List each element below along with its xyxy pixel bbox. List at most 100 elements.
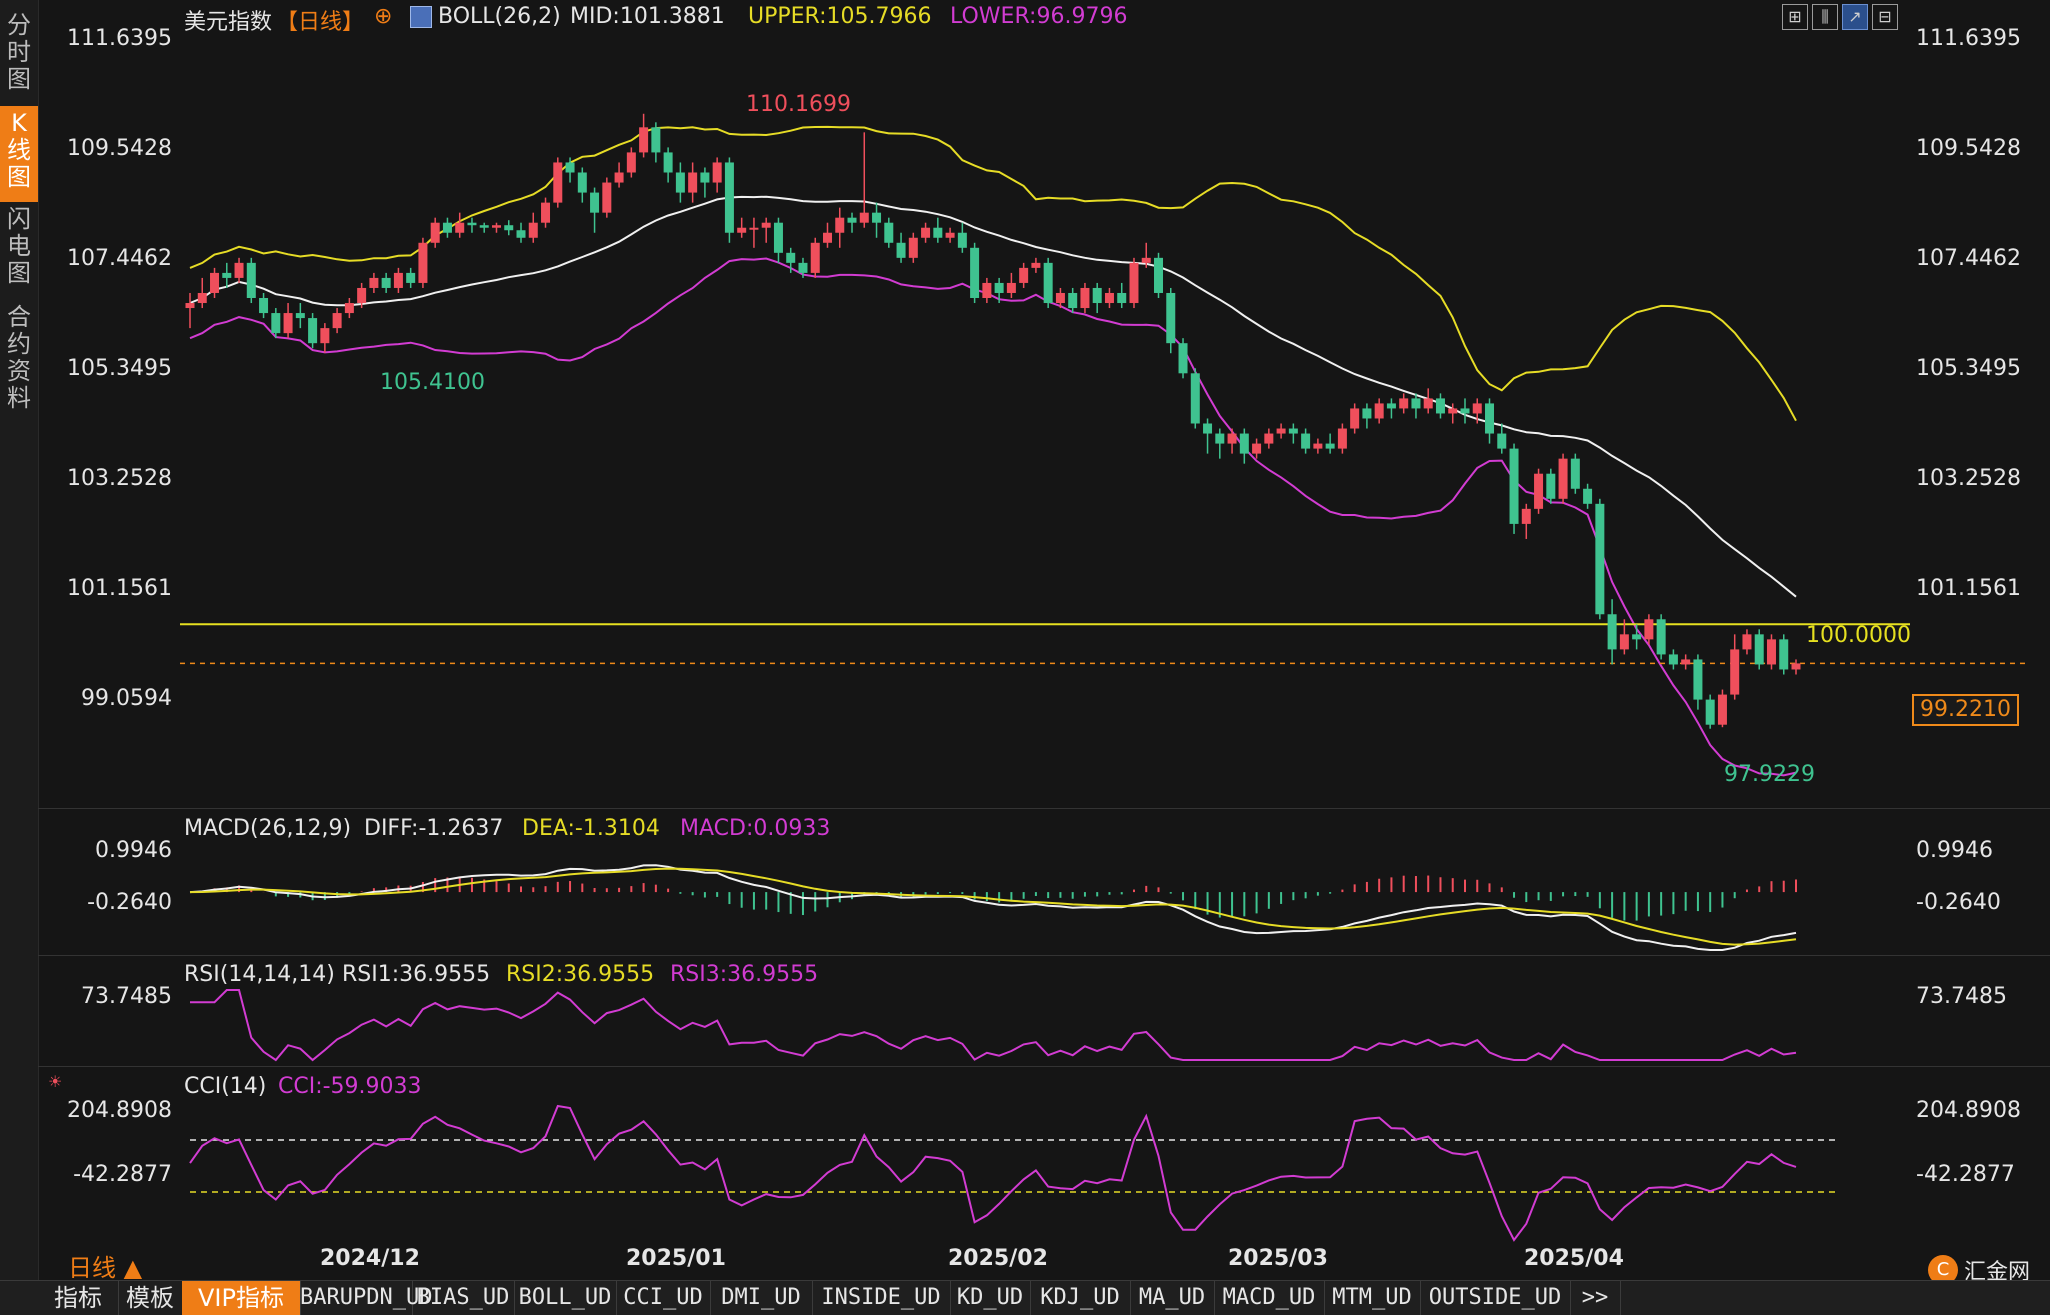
candle-body bbox=[467, 222, 477, 226]
candle-body bbox=[773, 222, 783, 253]
price-tick-right: 111.6395 bbox=[1916, 26, 2021, 51]
bottom-tab-ma-ud[interactable]: MA_UD bbox=[1130, 1281, 1215, 1315]
candle-body bbox=[1779, 639, 1789, 670]
price-tick-right: 107.4462 bbox=[1916, 246, 2021, 271]
candle-body bbox=[393, 272, 403, 288]
candle-body bbox=[1080, 287, 1090, 309]
sidebar-tab-2[interactable]: 闪电图 bbox=[0, 202, 38, 298]
candle-body bbox=[688, 172, 698, 193]
boll-chart-icon bbox=[410, 6, 432, 28]
bottom-tab-vip-[interactable]: VIP指标 bbox=[182, 1281, 301, 1315]
sidebar-tab-char: 资 bbox=[7, 357, 31, 385]
bottom-tab-macd-ud[interactable]: MACD_UD bbox=[1214, 1281, 1325, 1315]
candle-body bbox=[1055, 292, 1065, 304]
candle-body bbox=[1558, 458, 1568, 499]
candle-body bbox=[455, 222, 465, 233]
cci-tick-right: -42.2877 bbox=[1916, 1162, 2015, 1187]
candle-body bbox=[553, 162, 563, 203]
bottom-tab-outside-ud[interactable]: OUTSIDE_UD bbox=[1420, 1281, 1571, 1315]
bottom-tab--[interactable]: >> bbox=[1570, 1281, 1621, 1315]
candle-body bbox=[908, 237, 918, 258]
bottom-tab-kdj-ud[interactable]: KDJ_UD bbox=[1030, 1281, 1131, 1315]
candle-body bbox=[798, 262, 808, 273]
macd-label: MACD(26,12,9) bbox=[184, 816, 352, 841]
candle-body bbox=[295, 313, 305, 319]
candle-body bbox=[1730, 649, 1740, 695]
candle-body bbox=[1362, 408, 1372, 419]
bottom-tab-bias-ud[interactable]: BIAS_UD bbox=[412, 1281, 515, 1315]
candle-body bbox=[1264, 433, 1274, 444]
grid-icon[interactable]: ⊞ bbox=[1782, 4, 1808, 30]
price-tick-left: 103.2528 bbox=[67, 466, 172, 491]
candle-body bbox=[675, 172, 685, 193]
candle-body bbox=[749, 227, 759, 230]
bottom-tab--[interactable]: 模板 bbox=[118, 1281, 183, 1315]
bottom-tab--[interactable]: 指标 bbox=[38, 1281, 119, 1315]
candle-body bbox=[614, 172, 624, 183]
candle-body bbox=[1448, 408, 1458, 414]
low-price-label: 105.4100 bbox=[380, 370, 485, 395]
candle-body bbox=[1019, 267, 1029, 283]
cci-tick-left: -42.2877 bbox=[73, 1162, 172, 1187]
candle-body bbox=[1644, 619, 1654, 640]
candle-body bbox=[1472, 403, 1482, 414]
add-indicator-icon[interactable]: ⊕ bbox=[374, 4, 393, 29]
candle-body bbox=[859, 212, 869, 223]
pane-divider bbox=[38, 1066, 2050, 1067]
boll-lower: LOWER:96.9796 bbox=[950, 4, 1128, 29]
candle-body bbox=[1043, 262, 1053, 304]
symbol-name: 美元指数 bbox=[184, 10, 273, 35]
cci-tick-right: 204.8908 bbox=[1916, 1098, 2021, 1123]
bottom-tab-inside-ud[interactable]: INSIDE_UD bbox=[812, 1281, 951, 1315]
candle-body bbox=[1791, 663, 1801, 670]
candle-body bbox=[504, 225, 514, 231]
kline-chart-area[interactable]: 美元指数 【日线】 ⊕ BOLL(26,2) MID:101.3881 UPPE… bbox=[38, 0, 2050, 1285]
candle-body bbox=[541, 202, 551, 223]
candle-body bbox=[1190, 373, 1200, 424]
candle-body bbox=[1742, 634, 1752, 650]
candle-body bbox=[1546, 473, 1556, 499]
candle-body bbox=[1754, 634, 1764, 665]
candle-body bbox=[884, 222, 894, 243]
candle-body bbox=[1509, 448, 1519, 524]
candle-body bbox=[957, 232, 967, 248]
candle-body bbox=[1485, 403, 1495, 434]
sidebar-tab-3[interactable]: 合约资料 bbox=[0, 300, 38, 424]
candle-body bbox=[1632, 634, 1642, 640]
bottom-tab-kd-ud[interactable]: KD_UD bbox=[950, 1281, 1031, 1315]
sidebar-tab-char: 图 bbox=[7, 163, 31, 191]
candle-body bbox=[1252, 443, 1262, 454]
period-switch-button[interactable]: 日线 ▲ bbox=[68, 1254, 143, 1282]
candle-body bbox=[234, 262, 244, 278]
candle-body bbox=[1570, 458, 1580, 489]
candle-body bbox=[197, 292, 207, 304]
candle-body bbox=[737, 227, 747, 233]
split-icon[interactable]: ⊟ bbox=[1872, 4, 1898, 30]
price-tick-left: 99.0594 bbox=[81, 686, 172, 711]
bottom-tab-barupdn-ud[interactable]: BARUPDN_UD bbox=[300, 1281, 432, 1315]
candle-icon[interactable]: ⫼ bbox=[1812, 4, 1838, 30]
bottom-tab-cci-ud[interactable]: CCI_UD bbox=[616, 1281, 711, 1315]
line-chart-icon[interactable]: ↗ bbox=[1842, 4, 1868, 30]
bottom-tab-mtm-ud[interactable]: MTM_UD bbox=[1324, 1281, 1421, 1315]
candle-body bbox=[1288, 428, 1298, 434]
pane-divider bbox=[38, 808, 2050, 809]
candle-body bbox=[1117, 292, 1127, 304]
candle-body bbox=[1681, 659, 1691, 665]
candle-body bbox=[921, 227, 931, 238]
candle-body bbox=[246, 262, 256, 299]
bottom-tab-boll-ud[interactable]: BOLL_UD bbox=[514, 1281, 617, 1315]
candle-body bbox=[847, 217, 857, 223]
candle-body bbox=[1239, 433, 1249, 454]
price-tick-right: 101.1561 bbox=[1916, 576, 2021, 601]
boll-mid-line bbox=[189, 195, 1797, 598]
macd-diff: DIFF:-1.2637 bbox=[364, 816, 504, 841]
hline-label: 100.0000 bbox=[1806, 623, 1911, 648]
macd-tick-left: -0.2640 bbox=[87, 890, 172, 915]
bottom-tab-dmi-ud[interactable]: DMI_UD bbox=[710, 1281, 813, 1315]
sidebar-tab-char: 电 bbox=[7, 232, 31, 260]
candle-body bbox=[590, 192, 600, 213]
macd-value: MACD:0.0933 bbox=[680, 816, 831, 841]
sidebar-tab-0[interactable]: 分时图 bbox=[0, 8, 38, 106]
